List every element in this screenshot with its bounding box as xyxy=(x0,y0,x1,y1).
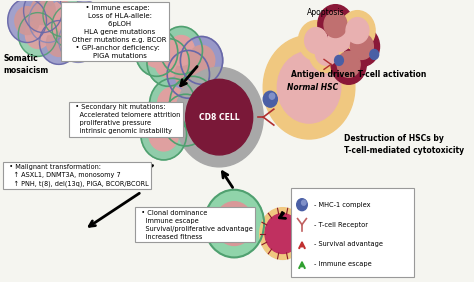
Circle shape xyxy=(144,38,170,67)
Text: - MHC-1 complex: - MHC-1 complex xyxy=(314,202,371,208)
Circle shape xyxy=(340,11,375,50)
Circle shape xyxy=(26,21,50,49)
Circle shape xyxy=(263,91,277,107)
Circle shape xyxy=(168,36,194,65)
Circle shape xyxy=(277,51,341,123)
Circle shape xyxy=(155,47,181,77)
Circle shape xyxy=(324,12,347,38)
Circle shape xyxy=(163,94,209,146)
Circle shape xyxy=(318,5,353,45)
Circle shape xyxy=(315,39,338,65)
Circle shape xyxy=(59,13,83,41)
Circle shape xyxy=(157,87,187,121)
Circle shape xyxy=(8,0,46,43)
Text: • Clonal dominance
    Immune escape
    Survival/proliferative advantage
    In: • Clonal dominance Immune escape Surviva… xyxy=(137,210,253,240)
Circle shape xyxy=(204,190,264,257)
Circle shape xyxy=(72,9,97,36)
Circle shape xyxy=(299,21,334,60)
Circle shape xyxy=(305,28,328,53)
Circle shape xyxy=(29,0,68,43)
Circle shape xyxy=(331,45,366,84)
Circle shape xyxy=(175,67,263,167)
Circle shape xyxy=(36,7,61,34)
Circle shape xyxy=(269,93,274,99)
Text: • Immune escape:
    Loss of HLA-allele:
    6pLOH
    HLA gene mutations
    Ot: • Immune escape: Loss of HLA-allele: 6pL… xyxy=(64,5,167,59)
Circle shape xyxy=(15,7,39,34)
Circle shape xyxy=(335,56,343,65)
Text: Antigen driven T-cell activation: Antigen driven T-cell activation xyxy=(292,70,427,79)
Text: Destruction of HSCs by
T-cell-mediated cytotoxicity: Destruction of HSCs by T-cell-mediated c… xyxy=(344,134,465,155)
Text: Somatic
mosaicism: Somatic mosaicism xyxy=(3,54,49,75)
FancyBboxPatch shape xyxy=(291,188,414,277)
Circle shape xyxy=(59,19,98,62)
Circle shape xyxy=(309,32,344,72)
Circle shape xyxy=(350,34,374,60)
Text: Genetically
defective
HSC: Genetically defective HSC xyxy=(217,215,252,232)
Circle shape xyxy=(263,36,355,139)
Circle shape xyxy=(370,49,379,60)
Circle shape xyxy=(167,50,210,98)
Circle shape xyxy=(171,103,201,137)
Circle shape xyxy=(346,17,369,43)
Circle shape xyxy=(188,45,215,75)
Circle shape xyxy=(18,13,57,56)
Circle shape xyxy=(136,28,178,76)
Circle shape xyxy=(186,79,253,155)
Text: CD8 CELL: CD8 CELL xyxy=(199,113,239,122)
Circle shape xyxy=(301,200,306,205)
Circle shape xyxy=(322,19,357,58)
Circle shape xyxy=(149,117,179,151)
Text: - T-cell Receptor: - T-cell Receptor xyxy=(314,222,368,228)
Circle shape xyxy=(43,0,82,36)
Circle shape xyxy=(337,51,360,77)
Circle shape xyxy=(170,76,216,128)
Circle shape xyxy=(260,208,306,259)
Circle shape xyxy=(215,202,254,246)
Circle shape xyxy=(150,78,195,130)
Circle shape xyxy=(297,199,307,211)
Circle shape xyxy=(66,27,91,54)
Text: - Immune escape: - Immune escape xyxy=(314,261,372,267)
Circle shape xyxy=(160,27,202,74)
Circle shape xyxy=(175,60,201,89)
Text: • Malignant transformation:
    ↑ ASXL1, DNMT3A, monosomy 7
    ↑ PNH, t(8), del: • Malignant transformation: ↑ ASXL1, DNM… xyxy=(5,164,149,187)
Circle shape xyxy=(141,108,187,160)
Circle shape xyxy=(24,0,63,32)
Circle shape xyxy=(265,214,300,254)
Text: • Secondary hit mutations:
    Accelerated telomere attrition
    proliferative : • Secondary hit mutations: Accelerated t… xyxy=(71,104,181,134)
Circle shape xyxy=(46,28,71,56)
Circle shape xyxy=(31,0,55,25)
Text: - Survival advantage: - Survival advantage xyxy=(314,241,383,248)
Circle shape xyxy=(178,85,208,119)
Circle shape xyxy=(52,5,91,49)
Circle shape xyxy=(50,1,75,28)
Circle shape xyxy=(328,26,351,51)
Circle shape xyxy=(344,27,380,66)
Circle shape xyxy=(65,1,104,45)
Text: Apoptosis: Apoptosis xyxy=(307,8,345,17)
Text: Normal HSC: Normal HSC xyxy=(287,83,338,92)
Circle shape xyxy=(147,39,189,86)
Circle shape xyxy=(39,21,78,64)
Circle shape xyxy=(181,36,223,84)
